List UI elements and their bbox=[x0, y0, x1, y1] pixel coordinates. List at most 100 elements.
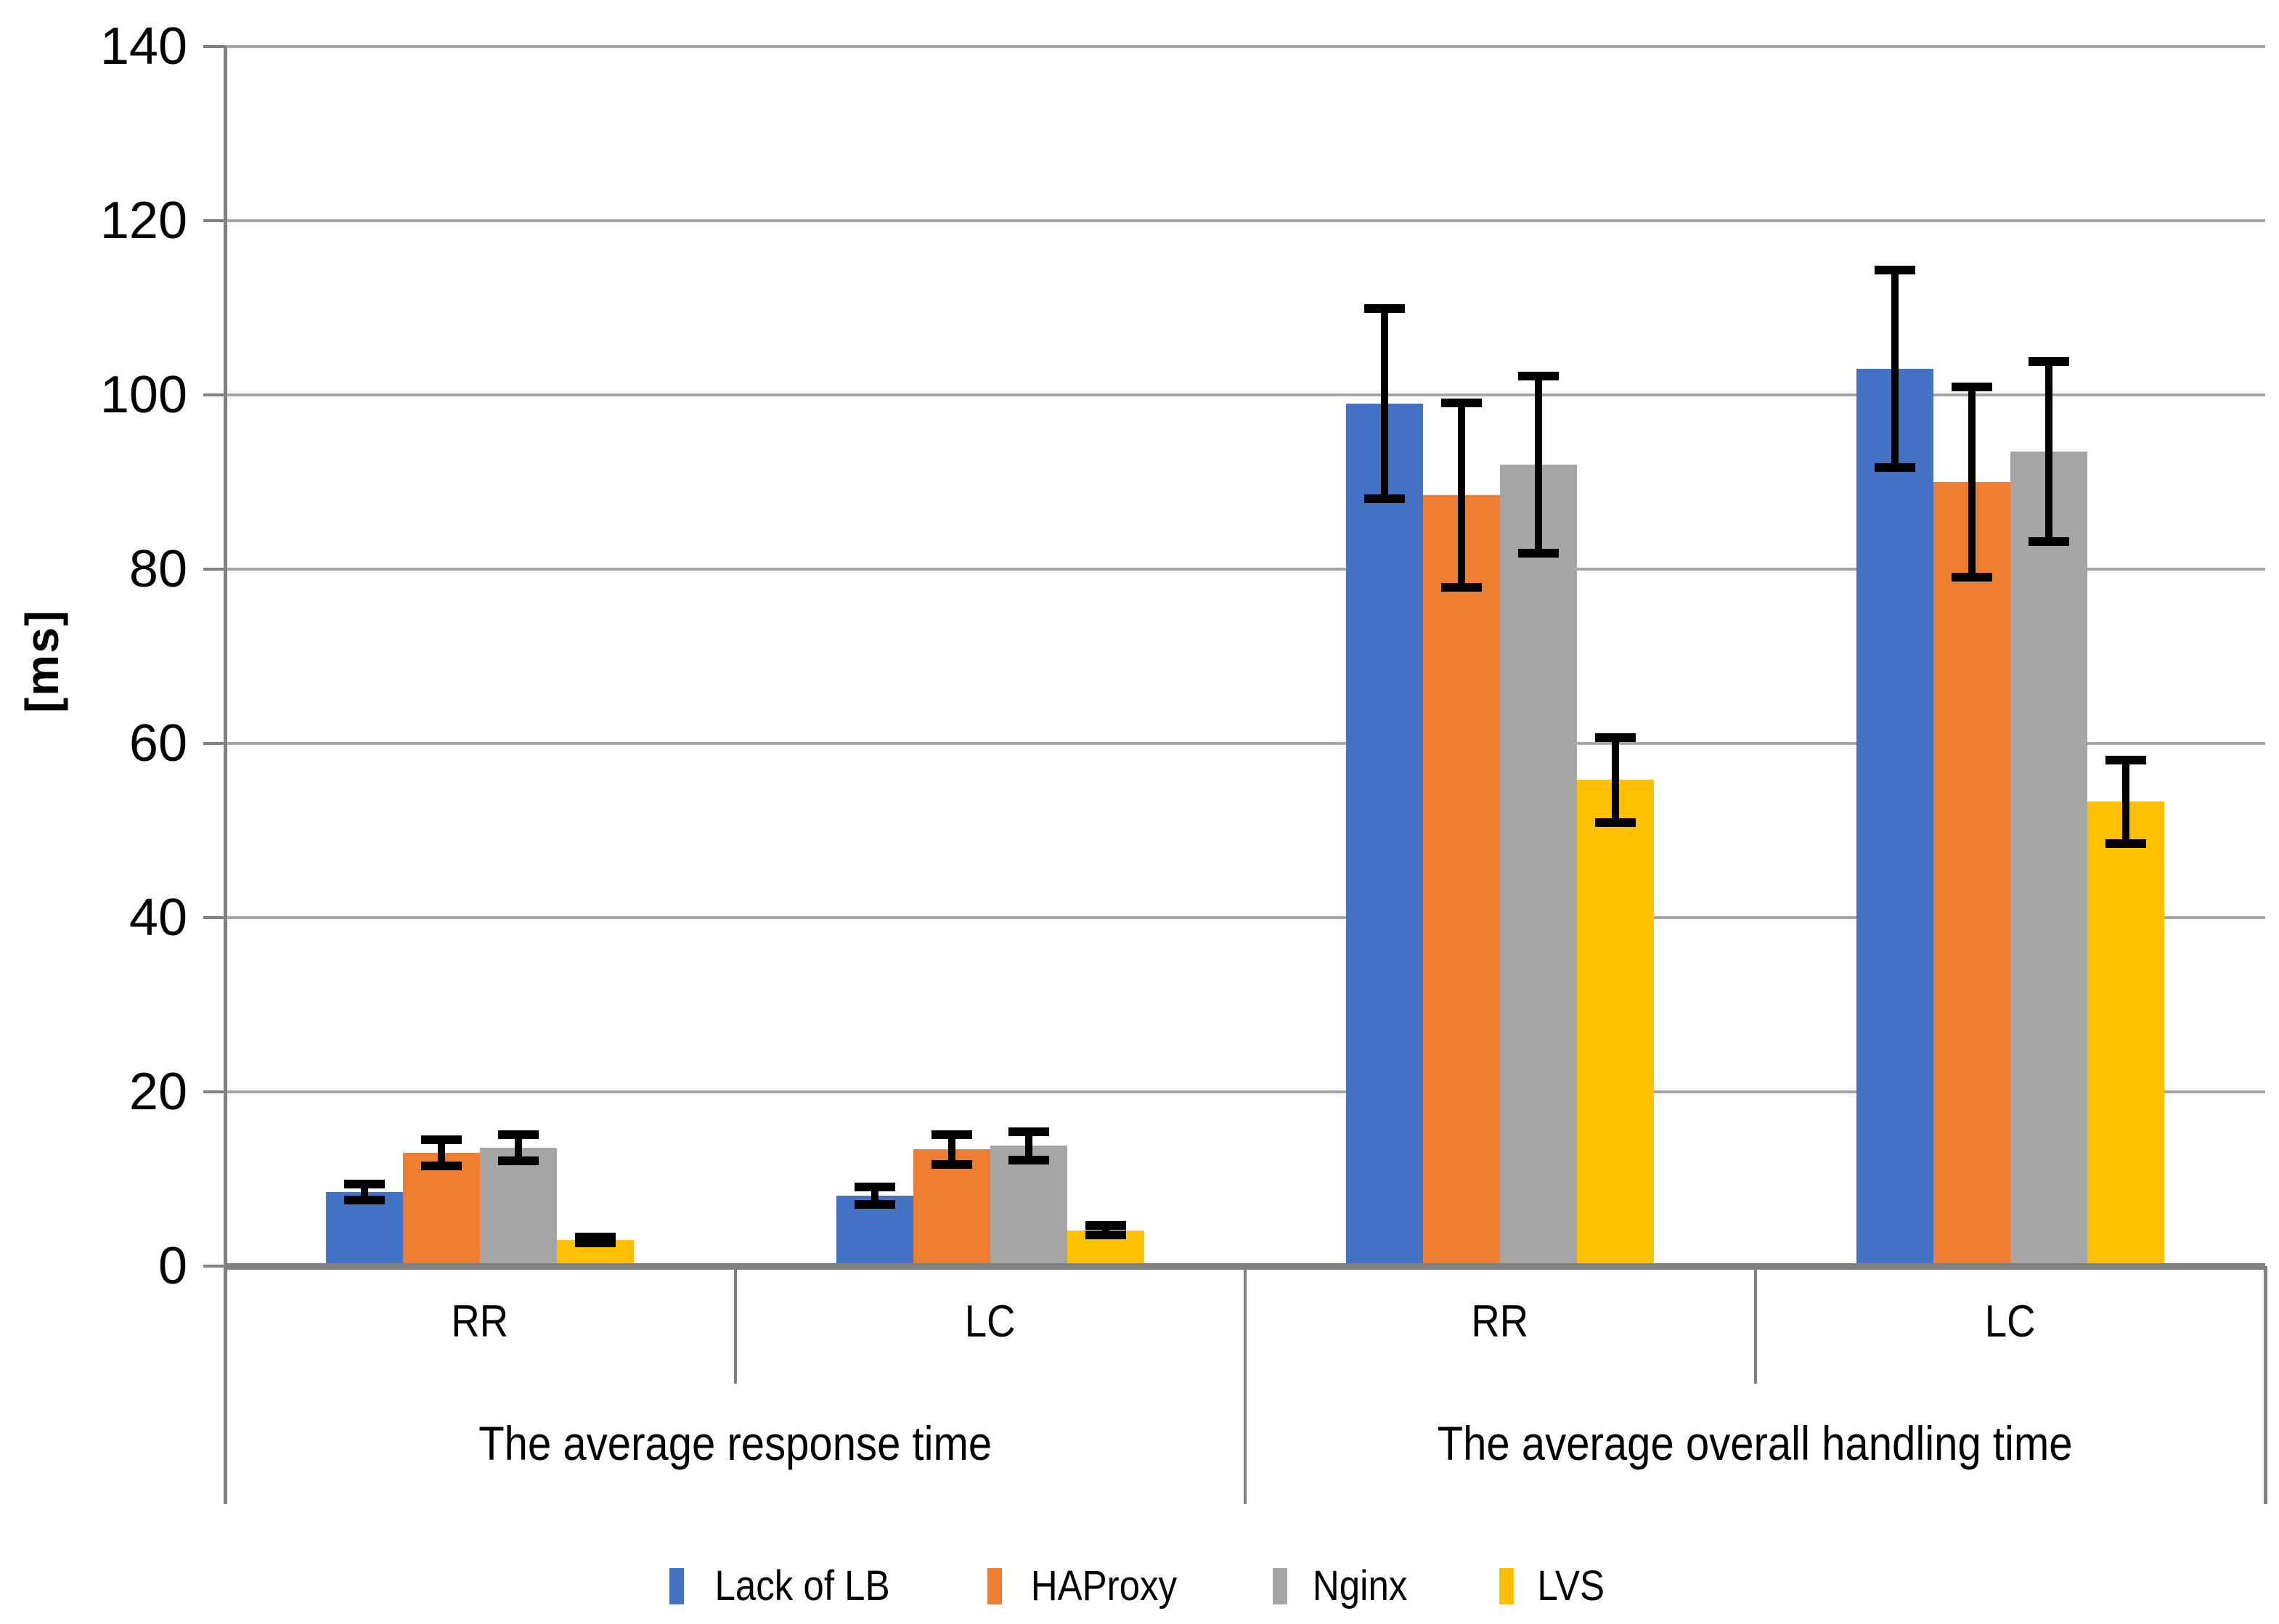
legend-swatch-icon bbox=[987, 1568, 1003, 1604]
error-bar-cap-top bbox=[1518, 371, 1560, 380]
legend-label-text: Nginx bbox=[1313, 1562, 1408, 1609]
gridline-100 bbox=[225, 393, 2265, 396]
bar-nginx-lc-3 bbox=[2010, 452, 2087, 1266]
y-tick-label-20: 20 bbox=[129, 1063, 187, 1121]
legend-label: Lack of LB bbox=[703, 1562, 902, 1610]
error-bar-cap-top bbox=[1874, 266, 1915, 275]
error-bar-line bbox=[1381, 309, 1389, 499]
error-bar-cap-bottom bbox=[1951, 572, 1992, 582]
error-bar-cap-top bbox=[1364, 304, 1406, 314]
gridline-80 bbox=[225, 568, 2265, 571]
error-bar-cap-bottom bbox=[1008, 1155, 1049, 1164]
legend-item-haproxy: HAProxy bbox=[987, 1562, 1187, 1610]
error-bar-line bbox=[1891, 270, 1899, 468]
category-label-rr-2: RR bbox=[1355, 1297, 1645, 1347]
y-tick-mark-0 bbox=[203, 1265, 225, 1268]
category-label-rr-0: RR bbox=[335, 1297, 625, 1347]
bar-nginx-rr-2 bbox=[1500, 465, 1578, 1266]
group-label-1: The average overall handling time bbox=[1245, 1416, 2265, 1471]
bar-lack-of-lb-lc-3 bbox=[1856, 369, 1933, 1266]
error-bar-cap-bottom bbox=[931, 1159, 972, 1169]
gridline-60 bbox=[225, 742, 2265, 745]
y-tick-label-120: 120 bbox=[99, 192, 187, 250]
error-bar-line bbox=[1612, 737, 1620, 823]
error-bar-cap-bottom bbox=[1085, 1231, 1126, 1240]
gridline-20 bbox=[225, 1090, 2265, 1093]
legend-item-lack-of-lb: Lack of LB bbox=[669, 1562, 902, 1610]
bar-nginx-rr-0 bbox=[480, 1147, 558, 1266]
legend-label-text: HAProxy bbox=[1031, 1562, 1178, 1609]
error-bar-line bbox=[361, 1184, 369, 1200]
legend-item-lvs: LVS bbox=[1499, 1562, 1609, 1610]
error-bar-cap-top bbox=[421, 1135, 462, 1144]
y-tick-mark-100 bbox=[203, 393, 225, 396]
y-axis-line bbox=[224, 46, 227, 1504]
error-bar-line bbox=[2121, 759, 2129, 844]
error-bar-line bbox=[1458, 402, 1466, 588]
category-label-lc-3: LC bbox=[1865, 1297, 2156, 1347]
legend-swatch-icon bbox=[1499, 1568, 1514, 1604]
legend-label: LVS bbox=[1533, 1562, 1609, 1610]
legend-swatch-icon bbox=[1273, 1568, 1288, 1604]
category-divider bbox=[733, 1266, 737, 1384]
error-bar-cap-top bbox=[1008, 1127, 1049, 1137]
bar-haproxy-lc-1 bbox=[913, 1149, 990, 1266]
error-bar-cap-top bbox=[854, 1182, 895, 1191]
error-bar-line bbox=[1101, 1225, 1109, 1236]
bar-lvs-lc-3 bbox=[2087, 801, 2164, 1266]
error-bar-cap-bottom bbox=[1441, 583, 1483, 592]
error-bar-cap-top bbox=[1951, 383, 1992, 392]
y-tick-label-60: 60 bbox=[129, 714, 187, 772]
y-tick-label-40: 40 bbox=[129, 889, 187, 947]
error-bar-cap-top bbox=[1441, 398, 1483, 407]
gridline-140 bbox=[225, 45, 2265, 48]
y-tick-mark-140 bbox=[203, 45, 225, 48]
error-bar-cap-top bbox=[1595, 733, 1636, 742]
legend-label: HAProxy bbox=[1021, 1562, 1187, 1610]
group-label-text: The average response time bbox=[478, 1416, 992, 1470]
error-bar-cap-top bbox=[344, 1180, 386, 1189]
group-divider bbox=[1244, 1266, 1247, 1504]
y-tick-label-80: 80 bbox=[129, 540, 187, 598]
category-label-text: RR bbox=[451, 1297, 509, 1347]
y-tick-mark-80 bbox=[203, 568, 225, 571]
legend-swatch-icon bbox=[669, 1568, 685, 1604]
bar-nginx-lc-1 bbox=[990, 1146, 1067, 1266]
y-tick-label-140: 140 bbox=[99, 17, 187, 76]
error-bar-line bbox=[947, 1134, 955, 1164]
bar-lack-of-lb-rr-0 bbox=[326, 1192, 404, 1266]
y-tick-mark-60 bbox=[203, 742, 225, 745]
error-bar-cap-top bbox=[2028, 357, 2069, 367]
category-label-text: LC bbox=[964, 1297, 1016, 1347]
error-bar-cap-bottom bbox=[854, 1199, 895, 1209]
error-bar-cap-bottom bbox=[344, 1195, 386, 1204]
error-bar-line bbox=[1968, 387, 1976, 577]
bar-haproxy-rr-0 bbox=[403, 1153, 481, 1266]
error-bar-cap-bottom bbox=[2105, 839, 2146, 848]
category-label-text: RR bbox=[1471, 1297, 1529, 1347]
legend-item-nginx: Nginx bbox=[1273, 1562, 1414, 1610]
category-label-lc-1: LC bbox=[845, 1297, 1136, 1347]
y-tick-label-0: 0 bbox=[158, 1237, 187, 1295]
error-bar-cap-top bbox=[1085, 1221, 1126, 1231]
gridline-40 bbox=[225, 916, 2265, 919]
error-bar-line bbox=[871, 1186, 878, 1204]
error-bar-line bbox=[2044, 362, 2052, 542]
error-bar-cap-top bbox=[498, 1130, 539, 1139]
legend-label: Nginx bbox=[1306, 1562, 1414, 1610]
error-bar-cap-top bbox=[931, 1130, 972, 1139]
legend-label-text: Lack of LB bbox=[714, 1562, 890, 1609]
bar-lvs-rr-2 bbox=[1577, 780, 1655, 1266]
error-bar-line bbox=[438, 1140, 446, 1166]
bar-haproxy-lc-3 bbox=[1933, 482, 2010, 1266]
error-bar-cap-bottom bbox=[498, 1156, 539, 1165]
y-tick-mark-120 bbox=[203, 219, 225, 222]
error-bar-cap-top bbox=[2105, 755, 2146, 764]
axis-outer-divider-right bbox=[2264, 1266, 2267, 1504]
error-bar-cap-bottom bbox=[1518, 549, 1560, 558]
y-tick-label-100: 100 bbox=[99, 366, 187, 424]
error-bar-line bbox=[1024, 1132, 1032, 1160]
group-label-0: The average response time bbox=[225, 1416, 1245, 1471]
gridline-120 bbox=[225, 219, 2265, 222]
error-bar-cap-bottom bbox=[1595, 818, 1636, 828]
